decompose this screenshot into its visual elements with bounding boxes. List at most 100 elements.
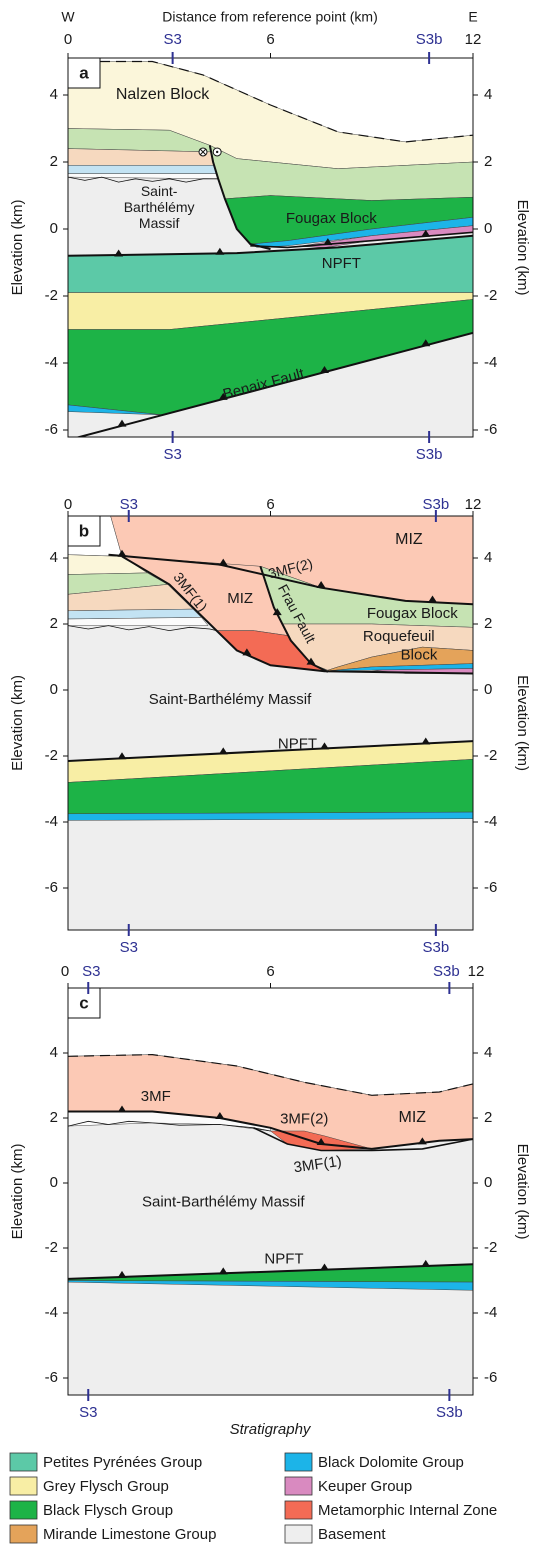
y-axis-title: Elevation (km) bbox=[9, 1144, 26, 1240]
thrust-tooth bbox=[215, 247, 225, 255]
y-tick-label: 0 bbox=[484, 681, 492, 698]
legend-label: Keuper Group bbox=[318, 1478, 412, 1495]
fault-line bbox=[208, 145, 271, 251]
unit bbox=[68, 617, 209, 626]
y-tick-label: 4 bbox=[484, 1044, 492, 1061]
thrust-tooth bbox=[114, 249, 124, 257]
unit-label: NPFT bbox=[278, 735, 317, 752]
panel bbox=[68, 988, 473, 1395]
fault-line bbox=[68, 740, 473, 762]
y-tick-label: -4 bbox=[484, 813, 497, 830]
panel-letter: b bbox=[79, 521, 89, 540]
fault-line bbox=[75, 331, 473, 437]
section-label: S3b bbox=[423, 496, 450, 513]
y-tick-label: -4 bbox=[484, 1304, 497, 1321]
y-tick-label: -6 bbox=[45, 1369, 58, 1386]
x-tick-label: 6 bbox=[266, 963, 274, 980]
unit bbox=[68, 759, 473, 815]
y-tick-label: 2 bbox=[484, 615, 492, 632]
x-tick-label: 0 bbox=[64, 496, 72, 513]
unit bbox=[68, 1280, 473, 1291]
thrust-tooth bbox=[272, 608, 282, 616]
unit-label: Block bbox=[401, 646, 438, 663]
y-tick-label: 0 bbox=[484, 1174, 492, 1191]
y-tick-label: 4 bbox=[484, 86, 492, 103]
thrust-tooth bbox=[218, 1267, 228, 1275]
panel bbox=[68, 516, 473, 930]
y-tick-label: -2 bbox=[484, 747, 497, 764]
y-tick-label: -2 bbox=[484, 287, 497, 304]
unit-label: Saint-Barthélémy Massif bbox=[149, 691, 312, 708]
unit-label: MIZ bbox=[398, 1109, 426, 1126]
section-label: S3 bbox=[79, 1404, 97, 1421]
fault-line bbox=[68, 234, 473, 257]
thrust-tooth bbox=[218, 558, 228, 566]
section-label: S3 bbox=[120, 939, 138, 956]
unit-label: MIZ bbox=[395, 531, 423, 548]
fault-line bbox=[68, 625, 217, 632]
thrust-tooth bbox=[320, 742, 329, 750]
section-label: S3 bbox=[163, 31, 181, 48]
motion-symbol bbox=[199, 148, 207, 156]
thrust-tooth bbox=[421, 1259, 431, 1267]
thrust-tooth bbox=[117, 549, 127, 557]
y-tick-label: 0 bbox=[50, 681, 58, 698]
footer: Stratigraphy bbox=[230, 1421, 312, 1438]
y-tick-label: 0 bbox=[50, 220, 58, 237]
legend-swatch bbox=[9, 1476, 38, 1496]
legend-label: Black Flysch Group bbox=[43, 1502, 173, 1519]
y-tick-label: -4 bbox=[484, 354, 497, 371]
section-label: S3b bbox=[423, 939, 450, 956]
motion-symbol bbox=[215, 150, 219, 154]
fault-line bbox=[68, 1110, 473, 1150]
y-tick-label: -2 bbox=[45, 747, 58, 764]
y-tick-label: -2 bbox=[484, 1239, 497, 1256]
x-tick-label: 12 bbox=[465, 496, 482, 513]
unit bbox=[68, 811, 473, 821]
y-tick-label: -4 bbox=[45, 1304, 58, 1321]
thrust-tooth bbox=[306, 657, 316, 665]
y-tick-label: 2 bbox=[50, 615, 58, 632]
y-tick-label: -6 bbox=[484, 879, 497, 896]
panel-letter-box bbox=[67, 987, 101, 1019]
unit-label: Massif bbox=[139, 215, 180, 231]
unit bbox=[68, 404, 163, 416]
legend-label: Black Dolomite Group bbox=[318, 1454, 464, 1471]
legend-swatch bbox=[284, 1524, 313, 1544]
thrust-tooth bbox=[323, 238, 333, 246]
y-tick-label: -2 bbox=[45, 287, 58, 304]
y-tick-label: 4 bbox=[484, 549, 492, 566]
legend-swatch bbox=[9, 1524, 38, 1544]
panel-letter-box bbox=[67, 515, 101, 547]
panel-letter: a bbox=[79, 63, 89, 82]
unit-label: NPFT bbox=[322, 255, 361, 272]
panel-letter: c bbox=[79, 993, 88, 1012]
x-tick-label: 0 bbox=[61, 963, 69, 980]
unit-label: Saint-Barthélémy Massif bbox=[142, 1193, 305, 1210]
thrust-tooth bbox=[320, 1263, 329, 1271]
y-tick-label: -2 bbox=[45, 1239, 58, 1256]
legend-swatch bbox=[284, 1476, 313, 1496]
y-axis-title: Elevation (km) bbox=[9, 675, 26, 771]
legend-swatch bbox=[9, 1452, 38, 1472]
y-tick-label: 4 bbox=[50, 86, 58, 103]
x-tick-label: 12 bbox=[468, 963, 485, 980]
unit bbox=[68, 165, 217, 174]
compass-west: W bbox=[61, 9, 75, 25]
thrust-tooth bbox=[218, 392, 228, 400]
y-tick-label: -6 bbox=[484, 1369, 497, 1386]
y-tick-label: -6 bbox=[484, 421, 497, 438]
legend-swatch bbox=[9, 1500, 38, 1520]
legend-swatch bbox=[284, 1452, 313, 1472]
y-tick-label: 2 bbox=[50, 1109, 58, 1126]
unit-label: Roquefeuil bbox=[363, 628, 435, 645]
legend-swatch bbox=[284, 1500, 313, 1520]
unit-label: Fougax Block bbox=[367, 605, 458, 622]
x-tick-label: 6 bbox=[266, 496, 274, 513]
thrust-tooth bbox=[117, 419, 127, 427]
thrust-tooth bbox=[417, 1137, 427, 1145]
fault-line bbox=[68, 176, 219, 183]
unit-label: Barthélémy bbox=[124, 199, 195, 215]
thrust-tooth bbox=[218, 747, 228, 755]
